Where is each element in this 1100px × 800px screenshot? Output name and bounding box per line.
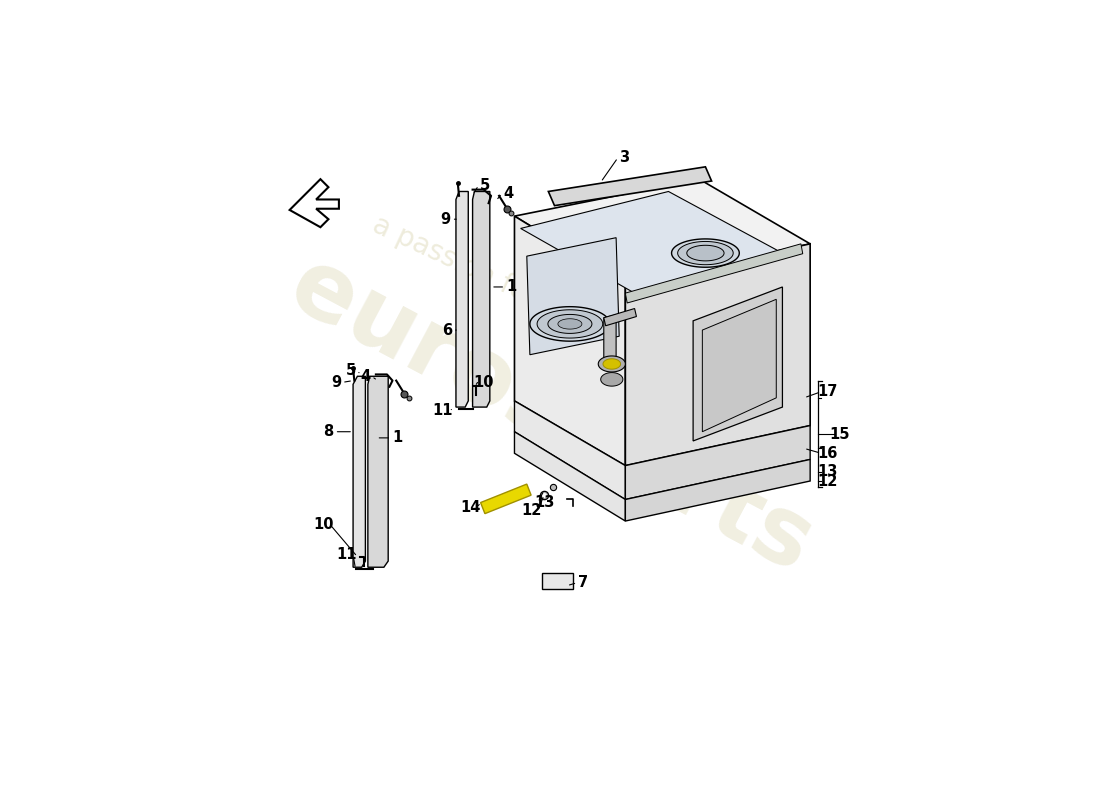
Polygon shape (353, 376, 365, 567)
Polygon shape (604, 314, 616, 367)
Polygon shape (558, 318, 582, 329)
Text: 7: 7 (579, 575, 588, 590)
Text: 10: 10 (473, 375, 494, 390)
Text: 4: 4 (503, 186, 514, 201)
Polygon shape (686, 246, 724, 261)
Text: 8: 8 (323, 424, 333, 439)
Polygon shape (603, 358, 620, 369)
Polygon shape (289, 179, 339, 227)
Polygon shape (473, 191, 490, 407)
Polygon shape (601, 373, 623, 386)
Polygon shape (548, 167, 712, 206)
Polygon shape (367, 376, 388, 567)
Polygon shape (515, 432, 625, 521)
Text: 9: 9 (331, 375, 341, 390)
Text: 12: 12 (817, 474, 837, 489)
Text: 9: 9 (440, 212, 451, 226)
Text: 5: 5 (480, 178, 490, 193)
Polygon shape (625, 244, 803, 303)
Text: 1: 1 (393, 430, 403, 446)
Polygon shape (455, 191, 469, 407)
Text: a passion for parts since 1985: a passion for parts since 1985 (367, 210, 760, 413)
Polygon shape (527, 238, 619, 354)
Polygon shape (542, 574, 573, 589)
Text: eurosparts: eurosparts (275, 240, 828, 593)
Polygon shape (702, 299, 777, 432)
Text: 5: 5 (346, 362, 356, 378)
Polygon shape (598, 356, 625, 372)
Polygon shape (515, 179, 810, 284)
Polygon shape (481, 484, 531, 514)
Polygon shape (520, 191, 782, 293)
Text: 6: 6 (441, 322, 452, 338)
Text: 10: 10 (314, 517, 333, 532)
Text: 1: 1 (506, 279, 517, 294)
Text: 15: 15 (829, 427, 850, 442)
Text: 12: 12 (521, 503, 542, 518)
Text: 4: 4 (361, 369, 371, 384)
Polygon shape (530, 306, 609, 341)
Text: 13: 13 (817, 464, 837, 479)
Polygon shape (625, 426, 810, 499)
Text: 11: 11 (337, 547, 358, 562)
Polygon shape (693, 287, 782, 441)
Text: 13: 13 (534, 495, 554, 510)
Polygon shape (678, 242, 734, 265)
Text: 11: 11 (432, 402, 452, 418)
Polygon shape (548, 314, 592, 334)
Polygon shape (604, 309, 637, 326)
Polygon shape (515, 216, 625, 466)
Text: 14: 14 (460, 500, 481, 515)
Text: 16: 16 (817, 446, 837, 461)
Polygon shape (672, 239, 739, 267)
Polygon shape (625, 459, 810, 521)
Polygon shape (515, 401, 625, 499)
Polygon shape (537, 310, 603, 338)
Text: 17: 17 (817, 384, 837, 399)
Text: 3: 3 (619, 150, 629, 165)
Polygon shape (625, 244, 810, 466)
